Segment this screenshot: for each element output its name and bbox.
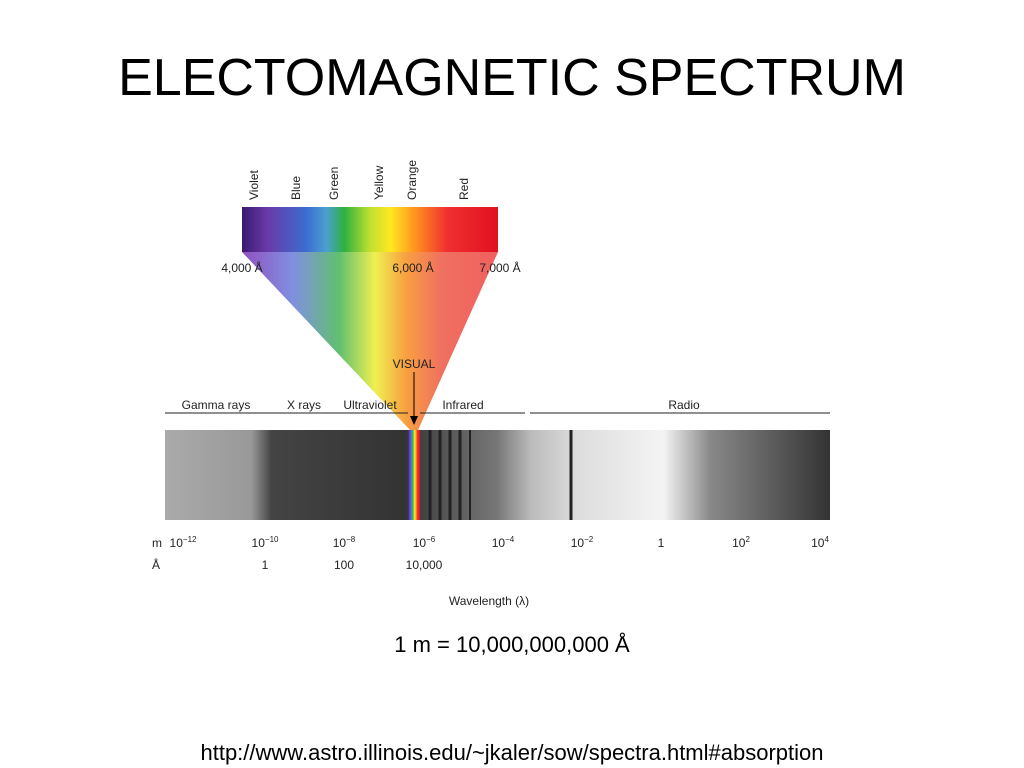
meter-tick-label: 10−12 [170,535,197,550]
angstrom-tick-label: 10,000 [406,558,443,572]
absorption-lines [428,430,573,520]
meter-tick-label: 104 [811,535,829,550]
angstrom-unit: Å [152,557,160,572]
band-label: Infrared [442,398,483,412]
tick-exponent: −4 [505,535,515,544]
tick-base: 10 [170,536,184,550]
title: ELECTOMAGNETIC SPECTRUM [118,49,906,107]
tick-exponent: −8 [346,535,356,544]
color-label: Red [457,178,471,200]
wavelength-label: 4,000 Å [221,260,262,275]
tick-base: 10 [732,536,746,550]
tick-exponent: −12 [183,535,197,544]
meter-tick-label: 102 [732,535,750,550]
tick-base: 10 [811,536,825,550]
meter-tick-label: 10−2 [571,535,594,550]
meter-tick-label: 10−4 [492,535,515,550]
visible-spectrum [242,207,498,252]
tick-base: 10 [492,536,506,550]
tick-exponent: 2 [745,535,750,544]
color-label: Violet [247,170,261,200]
tick-base: 1 [658,536,665,550]
color-label: Orange [405,160,419,200]
wavelength-label: 6,000 Å [392,260,433,275]
band-label: Radio [668,398,700,412]
band-label: Ultraviolet [343,398,397,412]
angstrom-tick-label: 1 [262,558,269,572]
tick-exponent: 4 [824,535,829,544]
meter-unit: m [152,536,162,550]
meter-tick-label: 10−10 [252,535,279,550]
axis-label: Wavelength (λ) [449,594,529,608]
wavelength-label: 7,000 Å [479,260,520,275]
arrow-head [410,416,418,425]
em-spectrum-bar [165,430,830,520]
source-url: http://www.astro.illinois.edu/~jkaler/so… [200,740,823,765]
visual-label: VISUAL [393,357,436,371]
meter-tick-label: 10−6 [413,535,436,550]
tick-exponent: −6 [426,535,436,544]
tick-base: 10 [252,536,266,550]
spectrum-funnel [242,252,498,430]
band-label: X rays [287,398,321,412]
tick-base: 10 [571,536,585,550]
tick-exponent: −10 [265,535,279,544]
tick-base: 10 [413,536,427,550]
conversion: 1 m = 10,000,000,000 Å [394,632,630,657]
visible-slice [408,430,420,520]
tick-exponent: −2 [584,535,594,544]
meter-tick-label: 10−8 [333,535,356,550]
angstrom-tick-label: 100 [334,558,354,572]
color-label: Blue [289,176,303,200]
color-label: Green [327,167,341,200]
color-label: Yellow [372,165,386,200]
band-label: Gamma rays [182,398,251,412]
tick-base: 10 [333,536,347,550]
meter-tick-label: 1 [658,536,665,550]
